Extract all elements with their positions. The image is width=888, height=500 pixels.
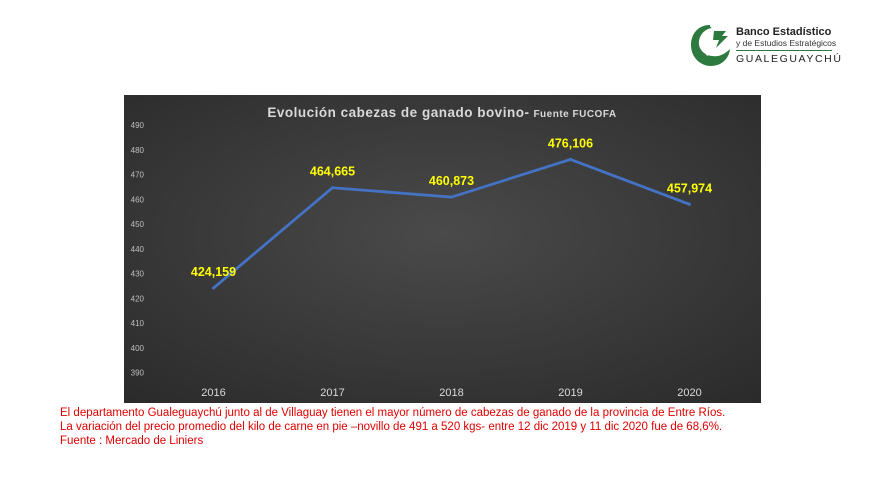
data-label: 457,974	[667, 181, 712, 195]
data-labels: 424,159 464,665 460,873 476,106 457,974	[191, 136, 712, 279]
y-tick-label: 470	[131, 171, 145, 180]
data-point	[331, 186, 334, 190]
data-label: 464,665	[310, 165, 355, 179]
x-tick-label: 2017	[320, 387, 344, 399]
caption-line-2: La variación del precio promedio del kil…	[60, 421, 723, 433]
y-tick-label: 390	[131, 369, 145, 378]
logo-emblem-icon	[691, 25, 730, 66]
data-point	[569, 157, 572, 161]
caption-text: El departamento Gualeguaychú junto al de…	[60, 406, 860, 448]
x-tick-label: 2016	[201, 387, 225, 399]
data-label: 476,106	[548, 136, 593, 150]
caption-line-3: Fuente : Mercado de Liniers	[60, 435, 204, 447]
x-tick-label: 2019	[558, 387, 582, 399]
chart-title-source: Fuente FUCOFA	[533, 109, 616, 120]
x-axis-ticks: 2016 2017 2018 2019 2020	[201, 387, 701, 399]
line-chart: Evolución cabezas de ganado bovino- Fuent…	[124, 95, 761, 403]
x-tick-label: 2018	[439, 387, 463, 399]
logo-subtitle: y de Estudios Estratégicos	[736, 38, 837, 48]
y-tick-label: 420	[131, 294, 145, 303]
y-tick-label: 460	[131, 195, 145, 204]
chart-background	[124, 95, 761, 403]
y-tick-label: 400	[131, 344, 145, 353]
logo-city: GUALEGUAYCHÚ	[736, 53, 843, 65]
data-label: 424,159	[191, 265, 236, 279]
x-tick-label: 2020	[677, 387, 701, 399]
y-tick-label: 410	[131, 319, 145, 328]
logo-title: Banco Estadístico	[736, 26, 832, 38]
bank-logo: Banco Estadístico y de Estudios Estratég…	[688, 22, 878, 70]
chart-title-main: Evolución cabezas de ganado bovino-	[267, 105, 529, 120]
series-line-group	[212, 157, 691, 290]
data-point	[688, 202, 691, 206]
y-tick-label: 480	[131, 146, 145, 155]
data-point	[212, 286, 215, 290]
caption-line-1: El departamento Gualeguaychú junto al de…	[60, 407, 726, 419]
y-tick-label: 450	[131, 220, 145, 229]
y-tick-label: 490	[131, 121, 145, 130]
y-tick-label: 440	[131, 245, 145, 254]
chart-panel: Evolución cabezas de ganado bovino- Fuent…	[124, 95, 761, 403]
y-axis-ticks: 390 400 410 420 430 440 450 460 470 480 490	[131, 121, 145, 378]
logo-divider	[736, 50, 832, 51]
data-label: 460,873	[429, 174, 474, 188]
y-tick-label: 430	[131, 270, 145, 279]
chart-title: Evolución cabezas de ganado bovino- Fuent…	[267, 105, 616, 120]
data-point	[450, 195, 453, 199]
